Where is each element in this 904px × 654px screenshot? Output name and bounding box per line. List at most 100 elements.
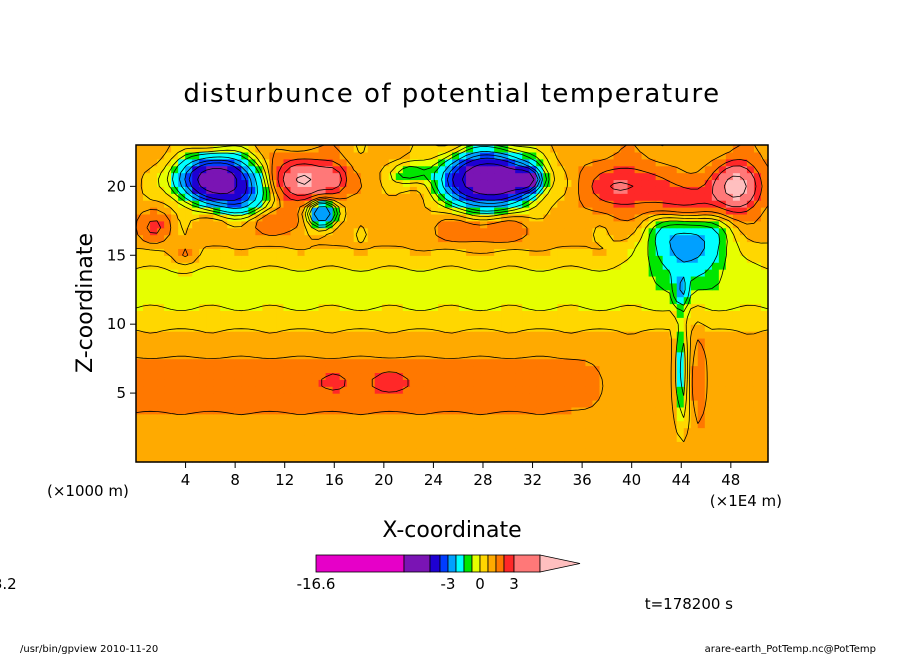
field-cell: [143, 158, 151, 167]
field-cell: [325, 289, 334, 298]
field-cell: [522, 372, 530, 380]
field-cell: [704, 193, 713, 201]
field-cell: [725, 331, 734, 339]
field-cell: [648, 275, 657, 284]
field-cell: [213, 420, 221, 429]
field-cell: [536, 399, 544, 408]
field-cell: [423, 420, 432, 429]
field-cell: [718, 310, 727, 318]
field-cell: [599, 365, 608, 374]
field-cell: [339, 220, 348, 229]
field-cell: [409, 413, 418, 422]
field-cell: [739, 365, 748, 374]
field-cell: [711, 386, 720, 394]
field-cell: [739, 372, 748, 380]
field-cell: [367, 193, 376, 201]
field-cell: [353, 337, 362, 346]
field-cell: [297, 275, 306, 284]
field-cell: [269, 234, 278, 243]
field-cell: [234, 282, 242, 291]
field-cell: [522, 420, 530, 429]
field-cell: [185, 351, 193, 360]
field-cell: [634, 386, 643, 394]
field-cell: [276, 406, 285, 415]
colorbar-label: 0: [475, 575, 485, 593]
field-cell: [662, 186, 671, 194]
field-cell: [515, 420, 523, 429]
field-cell: [192, 337, 200, 346]
field-cell: [515, 151, 523, 160]
field-cell: [318, 234, 327, 243]
field-cell: [613, 331, 622, 339]
field-cell: [297, 262, 306, 270]
field-cell: [697, 165, 706, 174]
contour-line: [166, 144, 728, 396]
field-cell: [262, 358, 271, 367]
field-cell: [669, 282, 678, 291]
field-cell: [248, 386, 256, 394]
field-cell: [473, 179, 481, 187]
field-cell: [760, 448, 769, 456]
field-cell: [255, 399, 263, 408]
field-cell: [185, 413, 193, 422]
field-cell: [150, 213, 158, 222]
field-cell: [613, 399, 622, 408]
field-cell: [304, 275, 313, 284]
field-cell: [374, 441, 383, 449]
field-cell: [248, 310, 256, 318]
field-cell: [444, 413, 453, 422]
field-cell: [648, 289, 657, 298]
field-cell: [725, 427, 734, 436]
field-cell: [290, 193, 299, 201]
field-cell: [508, 379, 516, 387]
field-cell: [557, 151, 565, 160]
field-cell: [318, 179, 327, 187]
field-cell: [494, 289, 502, 298]
field-cell: [297, 317, 306, 325]
field-cell: [494, 165, 502, 174]
field-cell: [487, 441, 495, 449]
field-cell: [536, 324, 544, 332]
field-cell: [304, 296, 313, 305]
field-cell: [241, 200, 249, 208]
field-cell: [571, 420, 579, 429]
field-cell: [718, 406, 727, 415]
field-cell: [704, 275, 713, 284]
field-cell: [381, 379, 390, 387]
field-cell: [346, 344, 355, 353]
field-cell: [150, 158, 158, 167]
field-cell: [234, 310, 242, 318]
field-cell: [627, 372, 636, 380]
field-cell: [409, 406, 418, 415]
field-cell: [220, 455, 228, 463]
field-cell: [459, 165, 467, 174]
field-cell: [276, 365, 285, 374]
field-cell: [416, 207, 425, 215]
colorbar-bin: [495, 554, 505, 573]
field-cell: [192, 413, 200, 422]
field-cell: [388, 331, 397, 339]
field-cell: [283, 296, 292, 305]
field-cell: [353, 179, 362, 187]
field-cell: [487, 220, 495, 229]
field-cell: [578, 234, 587, 243]
field-cell: [374, 351, 383, 360]
field-cell: [318, 262, 327, 270]
field-cell: [655, 289, 664, 298]
field-cell: [655, 386, 664, 394]
field-cell: [437, 289, 446, 298]
field-cell: [332, 351, 341, 360]
field-cell: [466, 406, 474, 415]
field-cell: [760, 393, 769, 401]
field-cell: [290, 213, 299, 222]
field-cell: [360, 310, 369, 318]
field-cell: [473, 248, 481, 256]
field-cell: [206, 420, 214, 429]
colorbar-bin: [439, 554, 449, 573]
field-cell: [213, 337, 221, 346]
field-cell: [388, 289, 397, 298]
colorbar-label: -3: [441, 575, 456, 593]
field-cell: [676, 241, 685, 249]
field-cell: [395, 399, 404, 408]
field-cell: [620, 351, 629, 360]
